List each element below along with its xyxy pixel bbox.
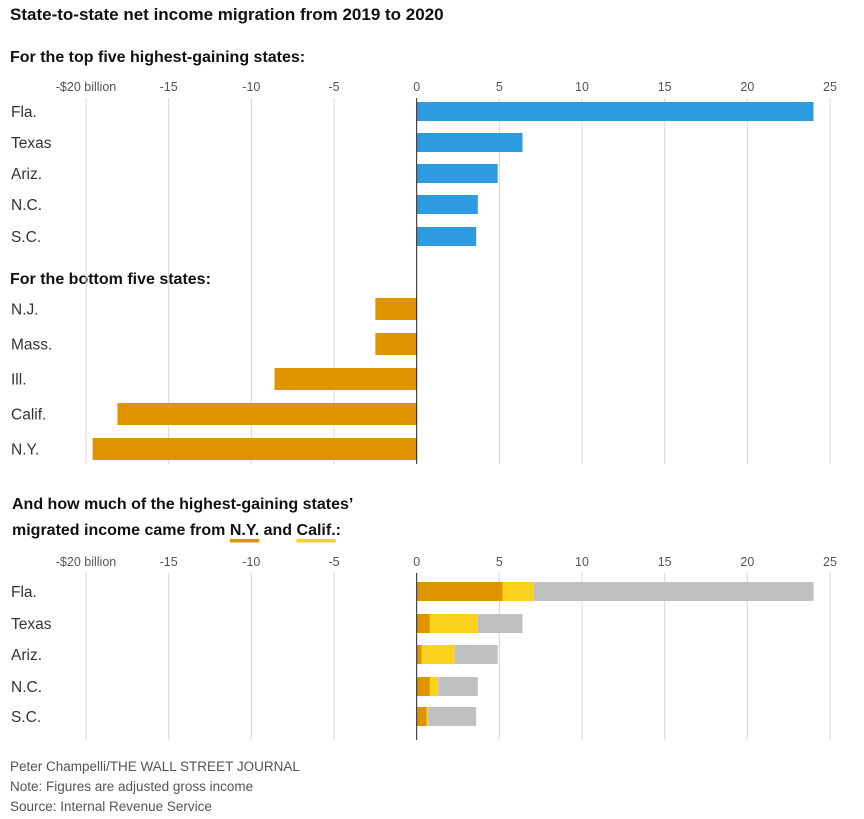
- category-label: Fla.: [11, 104, 37, 121]
- category-label: Fla.: [11, 584, 37, 601]
- stacked-bar-segment: [428, 707, 477, 726]
- x-tick-label: 10: [575, 80, 589, 94]
- bar: [416, 133, 523, 152]
- x-tick-label: -5: [328, 80, 339, 94]
- stacked-bar-segment: [416, 707, 427, 726]
- x-tick-label: 20: [740, 555, 754, 569]
- x-tick-label: 25: [823, 555, 837, 569]
- x-tick-label: -$20 billion: [56, 555, 117, 569]
- x-tick-label: 5: [496, 555, 503, 569]
- bar: [274, 368, 417, 390]
- section-title-top: For the top five highest-gaining states:: [10, 49, 305, 66]
- x-tick-label: -10: [242, 555, 260, 569]
- stacked-bar-segment: [477, 614, 523, 633]
- x-tick-label: 10: [575, 555, 589, 569]
- stacked-bar-segment: [454, 645, 498, 664]
- category-label: Calif.: [11, 407, 46, 424]
- stacked-bar-segment: [426, 707, 429, 726]
- stacked-bar-segment: [429, 677, 439, 696]
- x-tick-label: -15: [160, 555, 178, 569]
- stacked-bar-segment: [429, 614, 478, 633]
- breakdown-calif-word: Calif.: [297, 522, 336, 539]
- x-tick-label: -$20 billion: [56, 80, 117, 94]
- section-title-bottom: For the bottom five states:: [10, 271, 211, 288]
- stacked-bar-segment: [416, 614, 430, 633]
- stacked-bar-segment: [438, 677, 478, 696]
- stacked-bar-segment: [416, 582, 503, 601]
- bar: [416, 102, 814, 121]
- x-tick-label: -10: [242, 80, 260, 94]
- category-label: N.C.: [11, 679, 42, 696]
- bar: [375, 298, 417, 320]
- category-label: N.Y.: [11, 442, 39, 459]
- bar: [375, 333, 417, 355]
- category-label: Texas: [11, 135, 52, 152]
- panel-net-migration: -$20 billion -15 -10 -5 0 5 10 15 20 25 Fla. Texas A…: [11, 80, 837, 464]
- x-tick-label: 20: [740, 80, 754, 94]
- stacked-bar-segment: [502, 582, 535, 601]
- breakdown-and: and: [259, 522, 296, 539]
- section-title-breakdown-2: migrated income came from N.Y. and Calif…: [12, 522, 341, 539]
- stacked-bar-segment: [416, 645, 422, 664]
- breakdown-ny-word: N.Y.: [230, 522, 259, 539]
- category-label: N.C.: [11, 197, 42, 214]
- bar: [92, 438, 417, 460]
- x-tick-label: 15: [658, 555, 672, 569]
- category-label: S.C.: [11, 229, 41, 246]
- legend-calif-underline: [296, 539, 336, 543]
- x-tick-label: 0: [413, 80, 420, 94]
- legend-ny-underline: [229, 539, 260, 543]
- panel-breakdown: -$20 billion -15 -10 -5 0 5 10 15 20 25 Fla. Texas A…: [11, 555, 837, 740]
- category-label: Ariz.: [11, 647, 42, 664]
- footer-note: Note: Figures are adjusted gross income: [10, 779, 253, 794]
- category-label: S.C.: [11, 709, 41, 726]
- x-tick-label: 15: [658, 80, 672, 94]
- x-tick-label: -5: [328, 555, 339, 569]
- x-tick-label: 25: [823, 80, 837, 94]
- category-label: Ill.: [11, 372, 27, 389]
- x-tick-label: 5: [496, 80, 503, 94]
- footer-source: Source: Internal Revenue Service: [10, 799, 212, 814]
- category-label: Texas: [11, 616, 52, 633]
- stacked-bar-segment: [421, 645, 455, 664]
- breakdown-colon: :: [336, 522, 341, 539]
- bar: [416, 195, 478, 214]
- category-label: Ariz.: [11, 166, 42, 183]
- x-tick-label: 0: [413, 555, 420, 569]
- category-label: Mass.: [11, 337, 52, 354]
- section-title-breakdown-1: And how much of the highest-gaining stat…: [12, 496, 353, 513]
- breakdown-prefix: migrated income came from: [12, 522, 230, 539]
- category-label: N.J.: [11, 302, 39, 319]
- x-tick-label: -15: [160, 80, 178, 94]
- chart-title: State-to-state net income migration from…: [10, 5, 444, 24]
- bar: [416, 227, 477, 246]
- stacked-bar-segment: [534, 582, 814, 601]
- stacked-bar-segment: [416, 677, 430, 696]
- footer-credit: Peter Champelli/THE WALL STREET JOURNAL: [10, 759, 300, 774]
- bar: [416, 164, 498, 183]
- bar: [117, 403, 417, 425]
